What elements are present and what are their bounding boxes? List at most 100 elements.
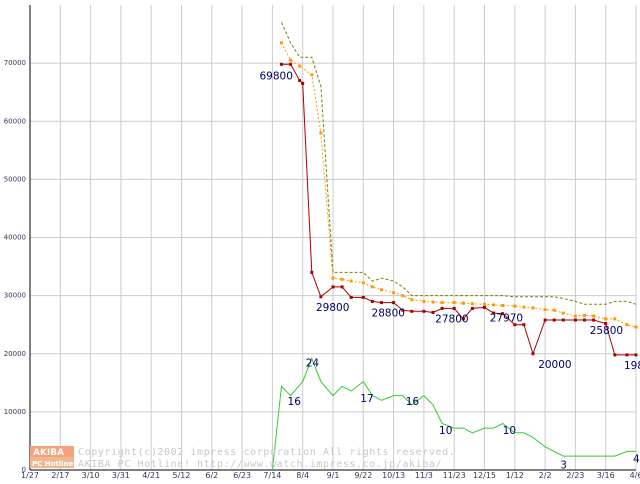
x-tick-label: 6/2 (205, 471, 218, 480)
x-tick-label: 2/23 (566, 471, 584, 480)
data-label: 16 (406, 396, 420, 408)
data-point-min-price (422, 309, 426, 313)
data-label: 16 (288, 396, 302, 408)
data-point-min-price (279, 62, 283, 66)
data-label: 20000 (538, 359, 571, 371)
data-point-min-price (340, 285, 344, 289)
data-label: 19800 (624, 360, 640, 372)
copyright-line: Copyright(c)2002 impress corporation All… (78, 447, 455, 458)
data-point-min-price (573, 318, 577, 322)
series-min-price (279, 62, 638, 357)
x-tick-label: 8/4 (296, 471, 309, 480)
data-point-min-price (298, 79, 302, 83)
series-line-max-price (281, 22, 637, 305)
data-point-min-price (552, 318, 556, 322)
data-point-avg-price (552, 308, 556, 312)
data-point-avg-price (625, 323, 629, 327)
data-point-avg-price (592, 314, 596, 318)
series-line-shop-count (271, 357, 636, 471)
data-point-min-price (470, 306, 474, 310)
data-point-min-price (634, 353, 638, 357)
data-point-avg-price (604, 317, 608, 321)
data-point-avg-price (522, 305, 526, 309)
data-label: 10 (503, 425, 516, 437)
x-tick-label: 9/22 (354, 471, 372, 480)
data-point-min-price (492, 311, 496, 315)
data-point-avg-price (440, 301, 444, 305)
data-point-min-price (370, 299, 374, 303)
x-tick-label: 1/12 (506, 471, 524, 480)
data-point-avg-price (531, 306, 535, 310)
site-url-line: AKIBA PC Hotline! http://www.watch.impre… (78, 459, 442, 470)
y-tick-label: 30000 (4, 292, 26, 300)
data-point-avg-price (410, 298, 414, 302)
x-tick-label: 3/16 (597, 471, 615, 480)
data-point-min-price (349, 295, 353, 299)
data-point-avg-price (582, 313, 586, 317)
data-point-avg-price (289, 58, 293, 62)
logo-top-text: AKIBA (33, 448, 64, 458)
data-point-min-price (543, 318, 547, 322)
data-point-min-price (440, 306, 444, 310)
data-point-avg-price (431, 300, 435, 304)
x-tick-label: 11/3 (415, 471, 433, 480)
data-point-min-price (531, 352, 535, 356)
data-point-avg-price (513, 304, 517, 308)
data-point-avg-price (501, 304, 505, 308)
series-group (271, 22, 638, 471)
data-point-min-price (310, 270, 314, 274)
series-max-price (281, 22, 637, 305)
data-label: 10 (439, 425, 452, 437)
logo-bottom-text: PC Hotline (32, 460, 74, 468)
x-tick-label: 4/21 (142, 471, 160, 480)
data-point-avg-price (340, 277, 344, 281)
data-point-min-price (592, 318, 596, 322)
data-label: 27970 (490, 312, 523, 324)
x-tick-label: 3/10 (82, 471, 100, 480)
data-label: 17 (360, 393, 373, 405)
data-point-avg-price (331, 276, 335, 280)
data-point-avg-price (461, 301, 465, 305)
data-point-avg-price (310, 73, 314, 77)
data-point-min-price (319, 295, 323, 299)
data-point-avg-price (319, 131, 323, 135)
data-point-min-price (410, 309, 414, 313)
copyright-block: AKIBA PC Hotline Copyright(c)2002 impres… (30, 446, 455, 470)
x-tick-label: 6/23 (233, 471, 251, 480)
y-tick-label: 20000 (4, 350, 26, 358)
axes: 1/27 2/17 3/10 3/31 4/21 5/12 6/2 6/23 7/14 8/4 9/… (4, 5, 640, 480)
data-point-avg-price (298, 64, 302, 68)
data-label: 28800 (372, 308, 405, 320)
data-point-min-price (331, 285, 335, 289)
data-point-avg-price (634, 325, 638, 329)
data-labels: 69800 29800 28800 27800 27970 20000 25800 19800… (259, 70, 640, 471)
data-point-avg-price (279, 41, 283, 45)
data-point-min-price (289, 62, 293, 66)
x-tick-label: 10/13 (382, 471, 405, 480)
y-tick-label: 70000 (4, 59, 26, 67)
x-tick-label: 3/31 (112, 471, 130, 480)
data-point-avg-price (349, 279, 353, 283)
data-point-min-price (392, 301, 396, 305)
data-point-avg-price (452, 301, 456, 305)
data-point-min-price (461, 317, 465, 321)
data-point-min-price (431, 310, 435, 314)
data-point-min-price (379, 301, 383, 305)
series-avg-price (279, 41, 638, 329)
data-label: 27800 (435, 313, 468, 325)
data-point-avg-price (379, 288, 383, 292)
data-point-min-price (561, 318, 565, 322)
data-point-min-price (483, 305, 486, 309)
data-label: 25800 (590, 325, 623, 337)
logo-badge-bottom (30, 457, 74, 468)
x-tick-label: 9/1 (327, 471, 340, 480)
data-point-avg-price (361, 281, 365, 285)
y-tick-label: 40000 (4, 234, 26, 242)
data-point-min-price (613, 353, 617, 357)
y-tick-label: 0 (22, 466, 26, 474)
y-tick-label: 50000 (4, 175, 26, 183)
data-point-avg-price (370, 285, 374, 289)
data-point-min-price (513, 323, 517, 327)
data-point-min-price (301, 81, 305, 85)
